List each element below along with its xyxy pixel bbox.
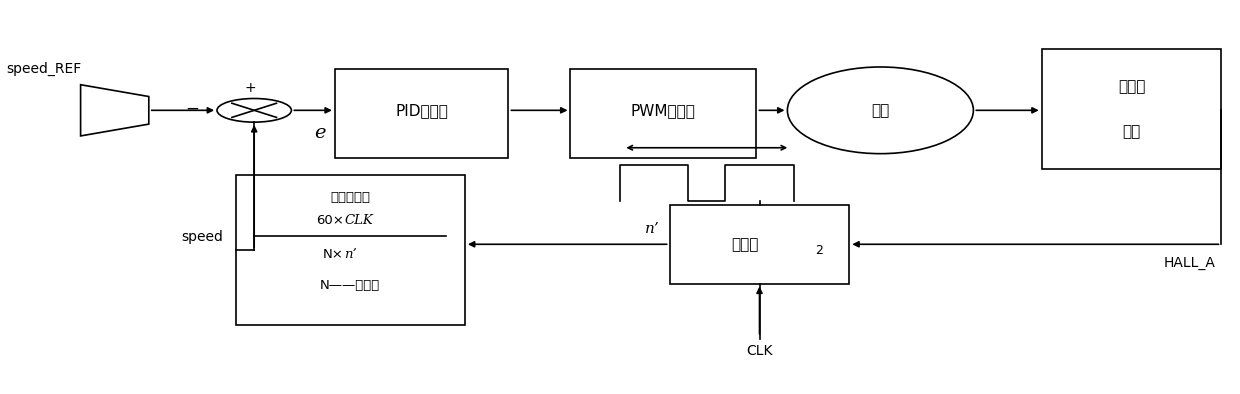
- Text: PID控制器: PID控制器: [396, 103, 448, 118]
- Text: −: −: [185, 100, 200, 118]
- Text: CLK: CLK: [746, 344, 773, 358]
- Text: 转速计算器: 转速计算器: [330, 191, 371, 203]
- Bar: [570, 69, 756, 158]
- Text: n’: n’: [645, 222, 660, 236]
- Text: 感器: 感器: [1122, 125, 1141, 139]
- Text: PWM控制器: PWM控制器: [631, 103, 696, 118]
- Text: e: e: [314, 124, 325, 142]
- Text: 2: 2: [815, 244, 823, 256]
- Text: HALL_A: HALL_A: [1163, 256, 1215, 270]
- Bar: [670, 205, 849, 284]
- Text: 60×: 60×: [316, 214, 343, 227]
- Text: n’: n’: [343, 248, 357, 260]
- Text: speed: speed: [181, 230, 223, 244]
- Text: 计数器: 计数器: [730, 237, 759, 252]
- Bar: [1042, 49, 1221, 169]
- Text: 霏尔传: 霏尔传: [1117, 79, 1146, 94]
- Text: speed_REF: speed_REF: [6, 62, 82, 76]
- Text: CLK: CLK: [343, 214, 373, 227]
- Text: +: +: [244, 80, 257, 95]
- Text: 电机: 电机: [872, 103, 889, 118]
- Ellipse shape: [787, 67, 973, 154]
- Bar: [335, 69, 508, 158]
- Text: N——极对数: N——极对数: [320, 279, 381, 292]
- Text: N×: N×: [324, 248, 343, 260]
- Circle shape: [217, 98, 291, 122]
- Polygon shape: [81, 85, 149, 136]
- Bar: [236, 175, 465, 325]
